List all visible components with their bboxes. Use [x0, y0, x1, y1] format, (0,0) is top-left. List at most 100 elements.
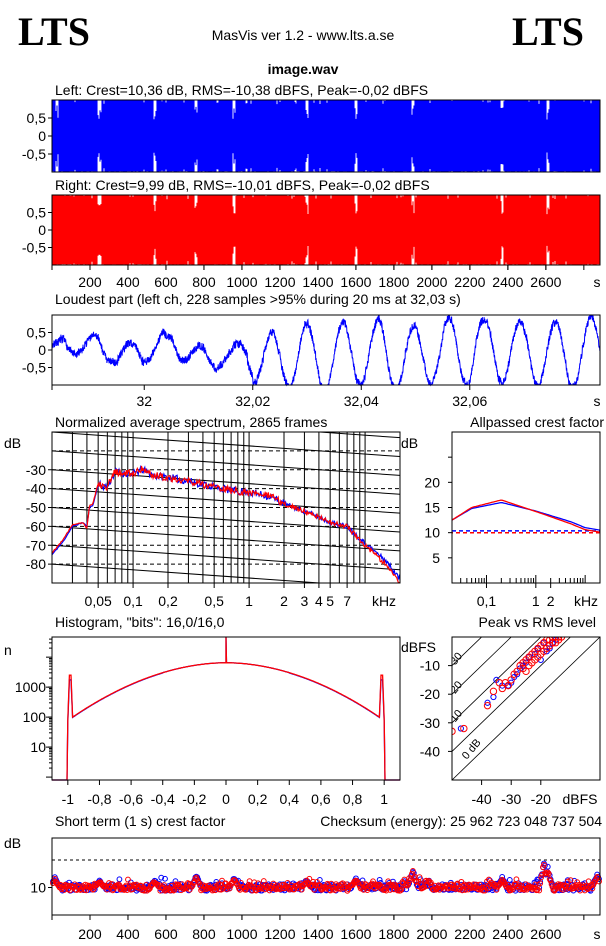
peak-rms-point-right [513, 667, 521, 676]
short-term-xtick-label: 600 [154, 926, 178, 942]
waveform-right-ytick-label: -0,5 [22, 240, 46, 256]
short-term-point [359, 877, 366, 884]
short-term-title: Short term (1 s) crest factor [55, 813, 226, 829]
histogram-xtick-label: 0,8 [343, 791, 363, 807]
waveform-time-xtick-label: 1200 [264, 274, 295, 290]
peak-rms-point-left [546, 645, 553, 652]
allpassed-ytick-label: 5 [432, 550, 440, 566]
short-term-point [258, 885, 265, 892]
waveform-right-signal [52, 195, 600, 265]
spectrum-ytick-label: -60 [26, 518, 46, 534]
short-term-point [428, 879, 434, 886]
short-term-point [538, 874, 545, 881]
short-term-point [278, 882, 285, 888]
short-term-point [386, 881, 393, 888]
short-term-series-right [50, 861, 602, 894]
waveform-time-xtick-label: 1600 [340, 274, 371, 290]
short-term-point [403, 881, 410, 888]
short-term-point [116, 876, 123, 883]
peak-rms-point-right [489, 687, 498, 696]
peak-rms-point-right [483, 701, 492, 710]
peak-rms-point-left [457, 725, 464, 732]
loudest-unit-label: s [594, 393, 601, 409]
crest-line [452, 637, 512, 695]
short-term-point [362, 881, 369, 887]
peak-rms-ylabel: dBFS [401, 639, 436, 655]
short-term-point [537, 880, 544, 887]
short-term-xtick-label: 1000 [226, 926, 257, 942]
spectrum-xtick-label: 0,1 [123, 593, 143, 609]
short-term-point [385, 878, 392, 885]
spectrum-ytick-label: -50 [26, 500, 46, 516]
short-term-point [430, 886, 437, 893]
loudest-signal [51, 314, 601, 387]
loudest-xtick-label: 32,02 [235, 393, 270, 409]
short-term-point [161, 882, 167, 888]
spectrum-xtick-label: 3 [301, 593, 309, 609]
short-term-point [589, 885, 596, 892]
spectrum-ytick-label: -80 [26, 556, 46, 572]
short-term-xtick-label: 1600 [340, 926, 371, 942]
histogram-ytick-label: 100 [23, 709, 47, 725]
peak-rms-point-left [514, 671, 521, 678]
short-term-point [398, 886, 405, 893]
histogram-xtick-label: -0,4 [151, 791, 175, 807]
short-term-point [376, 876, 383, 883]
crest-line [452, 637, 483, 666]
short-term-point [89, 886, 96, 893]
loudest-ytick-label: -0,5 [22, 360, 46, 376]
short-term-point [536, 887, 543, 894]
allpassed-title: Allpassed crest factor [470, 414, 604, 430]
histogram-title: Histogram, "bits": 16,0/16,0 [55, 614, 225, 630]
waveform-right-ytick-label: 0 [38, 222, 46, 238]
short-term-point [480, 887, 487, 894]
short-term-point [504, 881, 511, 888]
short-term-point [170, 887, 177, 894]
crest-line [452, 637, 542, 724]
short-term-xtick-label: 2000 [416, 926, 447, 942]
spectrum-xtick-label: 4 [315, 593, 323, 609]
spectrum-title: Normalized average spectrum, 2865 frames [55, 414, 327, 430]
spectrum-ylabel: dB [4, 435, 21, 451]
histogram-xtick-label: -0,6 [119, 791, 143, 807]
allpassed-ytick-label: 10 [424, 525, 440, 541]
spectrum-xtick-label: 1 [245, 593, 253, 609]
allpassed-xtick-label: 2 [547, 593, 555, 609]
histogram-series-right [52, 636, 400, 781]
lts-logo-left: LTS [18, 9, 90, 54]
short-term-point [509, 886, 516, 893]
short-term-point [416, 874, 423, 881]
time-unit-label: s [594, 274, 601, 290]
peak-rms-point-right [548, 637, 557, 641]
spectrum-xtick-label: 0,2 [158, 593, 178, 609]
peak-rms-point-right [557, 637, 566, 641]
waveform-time-xtick-label: 400 [116, 274, 140, 290]
spectrum-xtick-label: 0,05 [85, 593, 112, 609]
peak-rms-xtick-label: -40 [471, 791, 491, 807]
short-term-point [162, 875, 168, 882]
crest-line-label: 40 [448, 622, 465, 639]
peak-rms-point-right [554, 637, 563, 641]
loudest-xtick-label: 32,06 [452, 393, 487, 409]
short-term-point [125, 876, 131, 883]
crest-line-label: 20 [448, 679, 465, 696]
short-term-ylabel: dB [4, 835, 21, 851]
short-term-point [567, 877, 574, 883]
spectrum-series-right [51, 465, 401, 584]
peak-rms-frame [451, 636, 601, 781]
short-term-point [219, 877, 225, 884]
waveform-left-signal [52, 100, 600, 172]
spectrum-slope-line [52, 450, 400, 476]
loudest-ytick-label: 0,5 [27, 325, 47, 341]
waveform-time-xtick-label: 2200 [454, 274, 485, 290]
peak-rms-xlabel: dBFS [562, 791, 597, 807]
short-term-point [313, 882, 319, 889]
histogram-ytick-label: 1000 [15, 679, 46, 695]
peak-rms-point-right [452, 727, 456, 736]
spectrum-slope-lines [52, 432, 400, 583]
spectrum-xtick-label: 7 [343, 593, 351, 609]
waveform-time-xtick-label: 200 [78, 274, 102, 290]
peak-rms-point-left [484, 699, 491, 706]
peak-rms-xtick-label: -30 [501, 791, 521, 807]
